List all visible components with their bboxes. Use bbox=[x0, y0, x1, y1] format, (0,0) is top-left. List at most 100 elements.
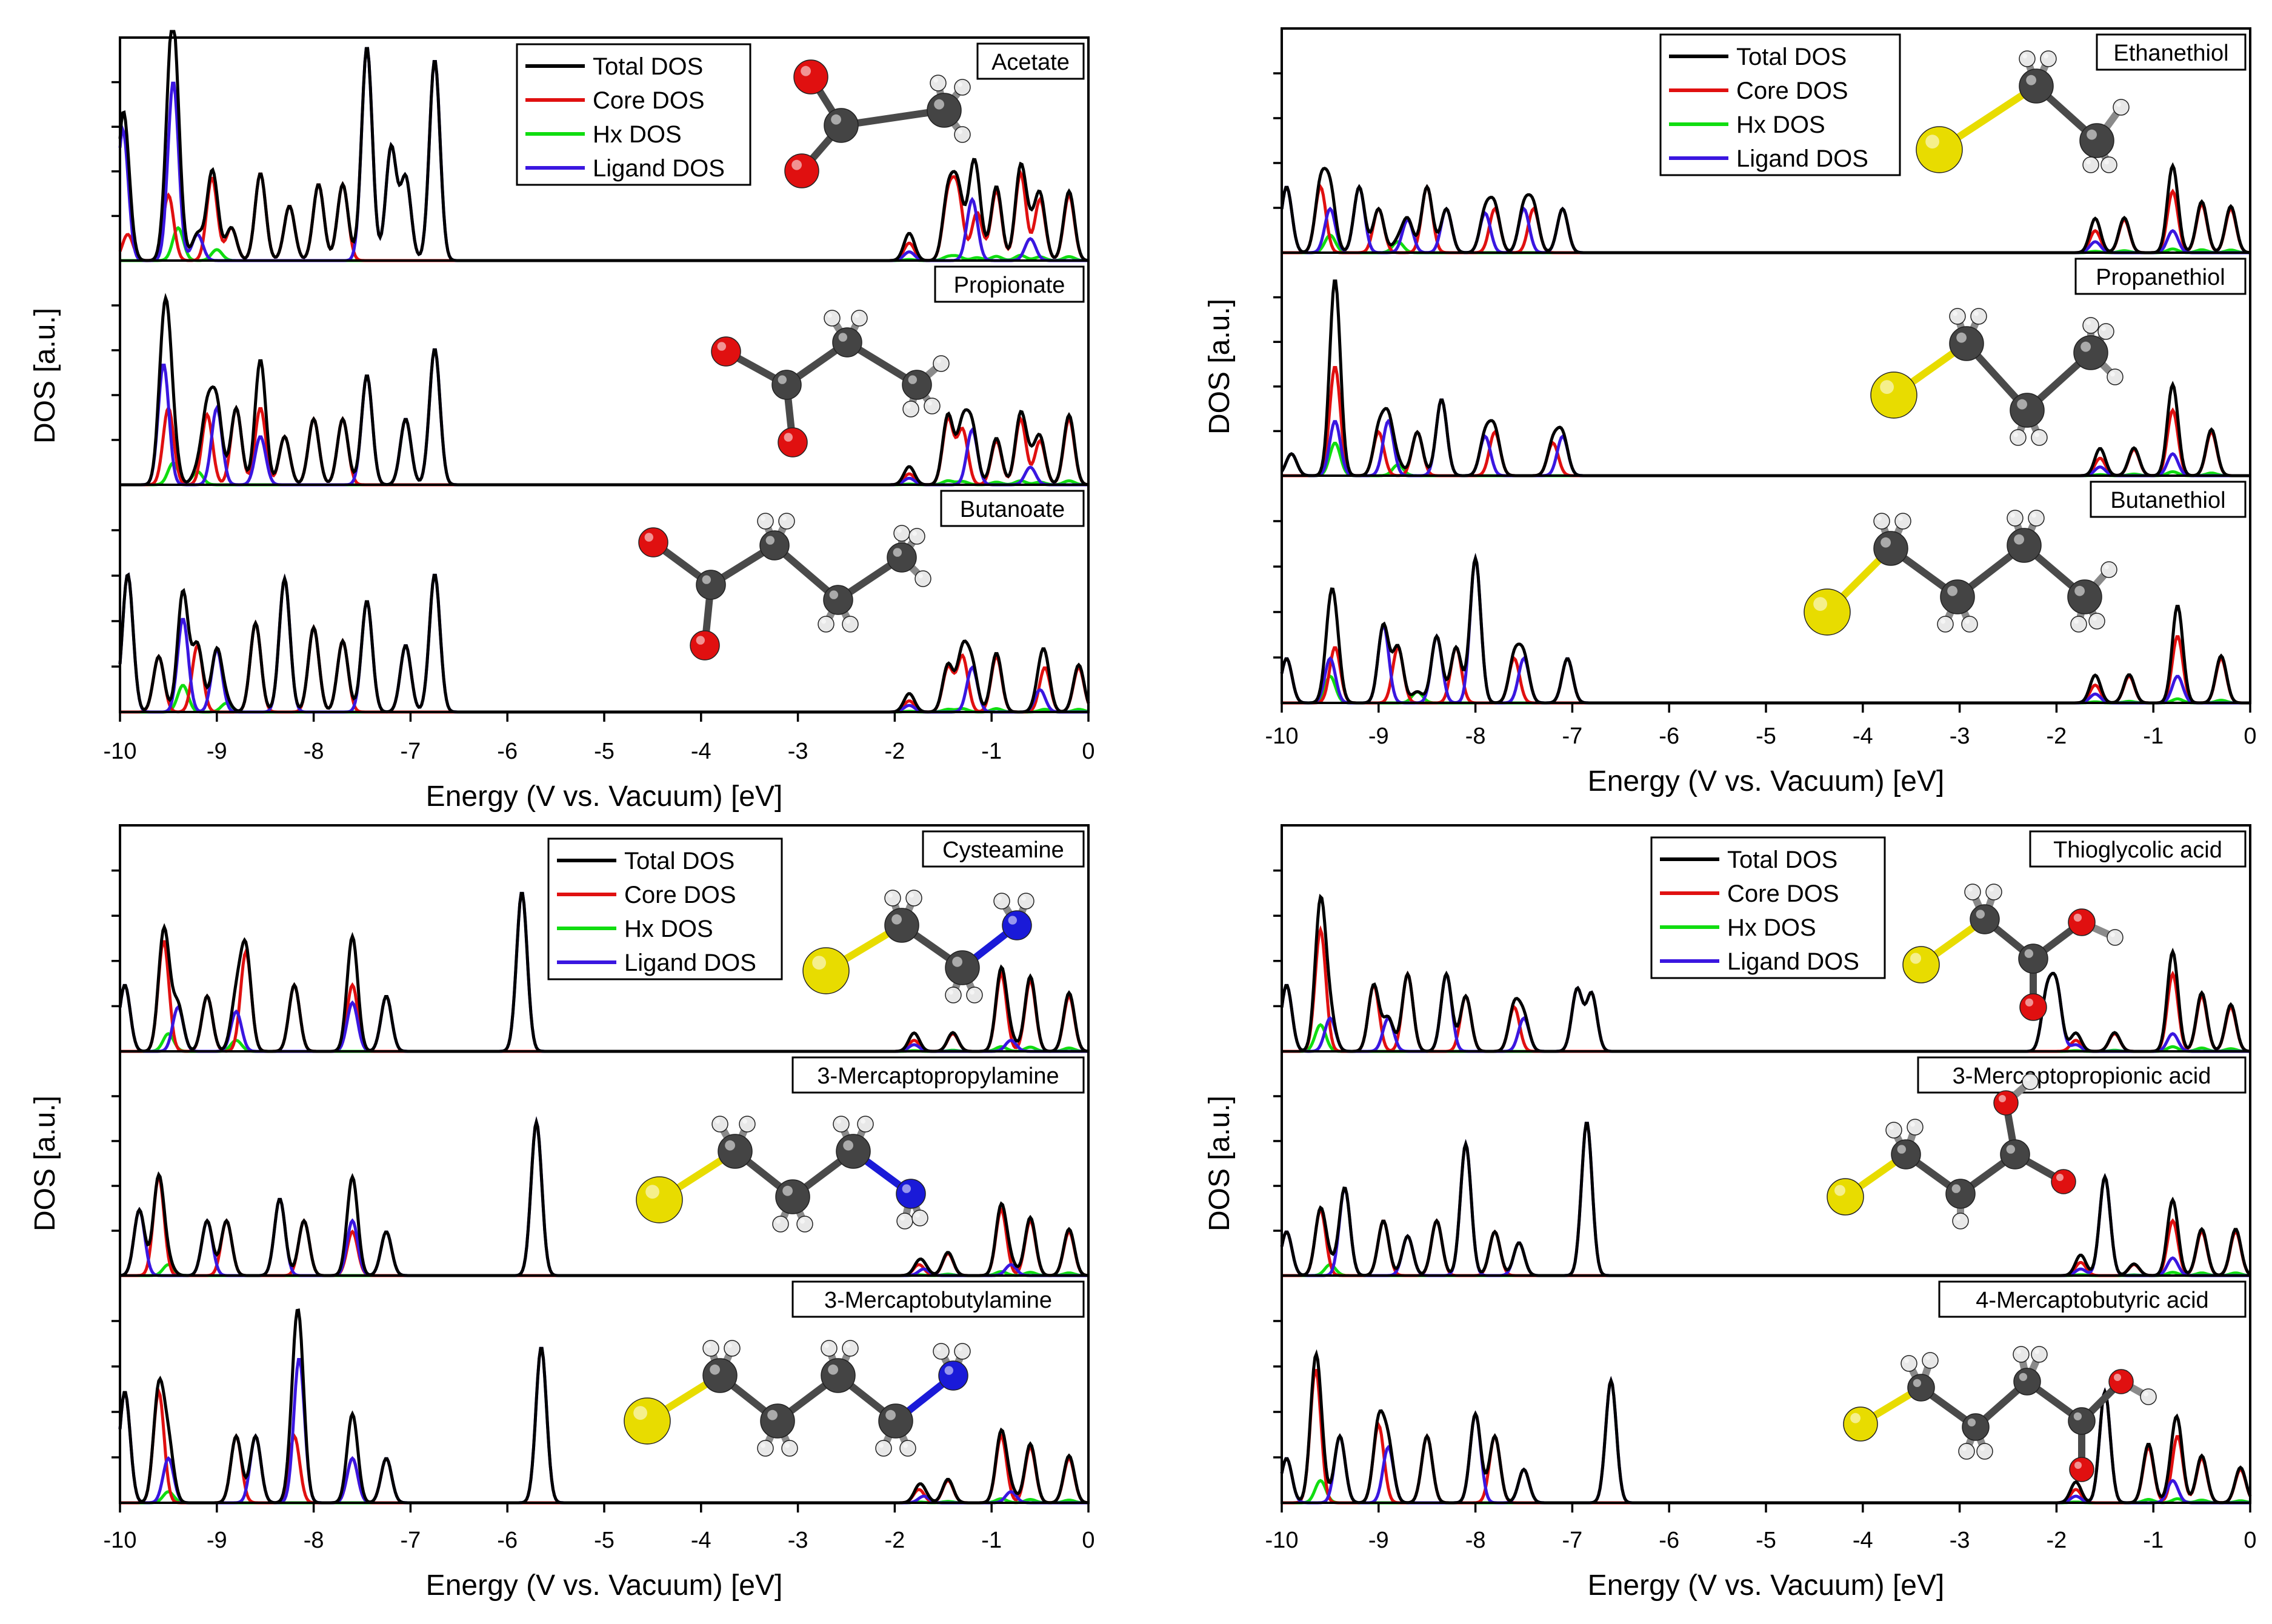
carbon-atom bbox=[2018, 943, 2048, 974]
hydrogen-atom-highlight bbox=[1962, 1446, 1967, 1451]
hydrogen-atom bbox=[1970, 308, 1987, 325]
hydrogen-atom-highlight bbox=[1989, 887, 1994, 892]
oxygen-atom bbox=[778, 427, 808, 458]
hydrogen-atom-highlight bbox=[2110, 932, 2116, 937]
hydrogen-atom bbox=[2070, 616, 2087, 633]
carbon-atom-highlight bbox=[710, 1364, 720, 1375]
sulfur-atom bbox=[1916, 126, 1963, 173]
carbon-atom-highlight bbox=[765, 536, 775, 545]
x-tick-label: -5 bbox=[1756, 1528, 1776, 1553]
carbon-atom bbox=[824, 108, 859, 143]
hydrogen-atom-highlight bbox=[2086, 159, 2091, 165]
hydrogen-atom-highlight bbox=[854, 313, 859, 318]
sulfur-atom-highlight bbox=[1925, 135, 1940, 149]
hydrogen-atom bbox=[2107, 368, 2124, 385]
hydrogen-atom bbox=[896, 1213, 913, 1230]
hydrogen-atom-highlight bbox=[1925, 1355, 1931, 1360]
hydrogen-atom bbox=[842, 616, 859, 633]
oxygen-atom-highlight bbox=[2114, 1374, 2121, 1381]
carbon-atom bbox=[2010, 393, 2045, 428]
subplot-label: Thioglycolic acid bbox=[2053, 837, 2222, 863]
carbon-atom-highlight bbox=[843, 1140, 853, 1151]
hydrogen-atom-highlight bbox=[785, 1443, 790, 1448]
carbon-atom-highlight bbox=[2017, 399, 2028, 410]
hydrogen-atom bbox=[1958, 1443, 1975, 1460]
x-tick-label: -10 bbox=[1265, 724, 1299, 749]
oxygen-atom bbox=[711, 336, 741, 367]
carbon-atom-highlight bbox=[1956, 332, 1967, 343]
subplot-mercaptobutyric: 4-Mercaptobutyric acid bbox=[1273, 1274, 2252, 1505]
legend-label: Ligand DOS bbox=[624, 950, 756, 976]
subplot-label: 3-Mercaptopropylamine bbox=[817, 1063, 1059, 1089]
hydrogen-atom-highlight bbox=[845, 619, 850, 624]
legend-label: Hx DOS bbox=[624, 916, 713, 942]
hydrogen-atom bbox=[1873, 513, 1890, 530]
carbon-atom bbox=[702, 1358, 738, 1393]
hydrogen-atom-highlight bbox=[2086, 320, 2091, 325]
oxygen-atom bbox=[2051, 1169, 2076, 1194]
hydrogen-atom-highlight bbox=[836, 1119, 841, 1124]
hx-dos-line bbox=[1282, 1479, 2251, 1505]
legend-label: Total DOS bbox=[593, 53, 703, 80]
carbon-atom bbox=[836, 1134, 871, 1169]
molecule-propanethiol bbox=[1870, 308, 2124, 446]
legend-label: Total DOS bbox=[1736, 44, 1847, 70]
hydrogen-atom-highlight bbox=[1956, 1216, 1961, 1221]
x-tick-label: -3 bbox=[1950, 1528, 1970, 1553]
carbon-atom bbox=[2007, 528, 2042, 563]
sulfur-atom bbox=[1902, 946, 1940, 983]
x-tick-label: 0 bbox=[2244, 724, 2256, 749]
carbon-atom bbox=[760, 1403, 795, 1439]
hydrogen-atom bbox=[2097, 323, 2114, 340]
hydrogen-atom bbox=[2007, 510, 2024, 527]
hydrogen-atom-highlight bbox=[2104, 159, 2110, 165]
hydrogen-atom-highlight bbox=[2104, 564, 2110, 570]
hydrogen-atom-highlight bbox=[1904, 1358, 1910, 1363]
legend: Total DOS Core DOS Hx DOS Ligand DOS bbox=[547, 837, 783, 980]
subplot-label: Propanethiol bbox=[2096, 265, 2225, 290]
hydrogen-atom-highlight bbox=[948, 990, 953, 995]
hydrogen-atom-highlight bbox=[776, 1219, 781, 1224]
x-tick-label: -5 bbox=[594, 1528, 615, 1553]
carbon-atom bbox=[878, 1403, 913, 1439]
subplot-label: Cysteamine bbox=[942, 837, 1064, 863]
carbon-atom bbox=[945, 950, 980, 985]
hydrogen-atom bbox=[875, 1440, 892, 1457]
oxygen-atom bbox=[2019, 993, 2047, 1021]
hydrogen-atom-highlight bbox=[927, 401, 932, 406]
hydrogen-atom-highlight bbox=[2031, 513, 2037, 518]
subplot-label: 3-Mercaptobutylamine bbox=[824, 1288, 1052, 1313]
hydrogen-atom bbox=[772, 1216, 789, 1233]
x-tick-label: 0 bbox=[1082, 739, 1094, 764]
oxygen-atom-highlight bbox=[2073, 913, 2082, 922]
subplot-label-box bbox=[791, 1280, 1085, 1318]
hydrogen-atom-highlight bbox=[915, 1213, 920, 1218]
carbon-atom-highlight bbox=[1951, 1184, 1961, 1193]
carbon-atom-highlight bbox=[2014, 534, 2025, 545]
hydrogen-atom-highlight bbox=[715, 1119, 720, 1124]
hydrogen-atom bbox=[930, 75, 947, 92]
nitrogen-atom-highlight bbox=[902, 1184, 911, 1193]
sulfur-atom bbox=[1870, 371, 1917, 419]
hydrogen-atom bbox=[933, 1343, 950, 1360]
total-dos-line bbox=[118, 572, 1090, 714]
x-tick-label: -10 bbox=[104, 1528, 137, 1553]
hydrogen-atom-highlight bbox=[997, 896, 1002, 901]
carbon-atom bbox=[1970, 904, 2000, 934]
hydrogen-atom bbox=[851, 310, 868, 327]
hydrogen-atom-highlight bbox=[2025, 1076, 2031, 1082]
carbon-atom-highlight bbox=[838, 333, 848, 342]
y-axis-label: DOS [a.u.] bbox=[29, 308, 61, 444]
hydrogen-atom bbox=[1018, 893, 1034, 910]
hydrogen-atom bbox=[757, 1440, 774, 1457]
legend-label: Total DOS bbox=[1727, 847, 1837, 873]
hydrogen-atom-highlight bbox=[2092, 616, 2097, 621]
carbon-atom-highlight bbox=[1967, 1418, 1976, 1426]
subplot-label: 3-Mercaptopropionic acid bbox=[1953, 1063, 2211, 1089]
hydrogen-atom-highlight bbox=[824, 1343, 829, 1348]
carbon-atom-highlight bbox=[1897, 1145, 1906, 1154]
x-tick-label: -9 bbox=[1368, 1528, 1389, 1553]
ligand-dos-line bbox=[1280, 1122, 2250, 1277]
x-tick-label: -2 bbox=[2047, 724, 2067, 749]
